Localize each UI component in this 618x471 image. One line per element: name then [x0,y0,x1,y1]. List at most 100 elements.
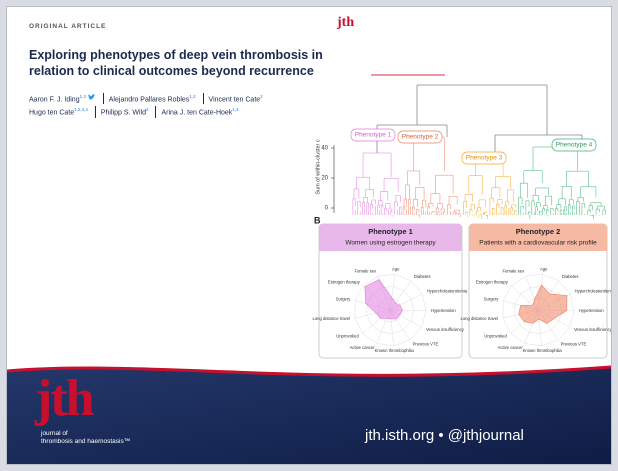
card-header [469,224,607,251]
branch [510,207,513,211]
card-header [319,224,462,251]
branch [440,208,445,212]
branch [483,211,488,214]
radar-axis-label: Female sex [355,269,378,274]
radar-axis-label: Hypercholesterolemia [427,289,468,294]
branch [478,199,486,208]
branch [388,208,392,212]
branch [407,170,421,185]
branch [559,209,562,212]
branch [514,210,517,212]
branch [408,198,411,205]
y-tick-label: 0 [325,206,329,212]
branch [370,204,374,209]
radar-axis-label: Known thrombophilia [523,348,563,353]
branch [463,201,468,209]
branch [362,202,366,208]
radar-axis-label: Known thrombophilia [375,348,415,353]
footer-band [7,363,611,464]
branch [380,191,389,201]
radar-axis-label: Diabetes [562,274,579,279]
branch [377,204,380,209]
journal-line: journal of [41,430,68,437]
radar-axis-label: Surgery [484,297,500,302]
branch [561,186,572,199]
radar-axis-label: Long distance travel [461,316,499,321]
branch [362,152,392,178]
branch [469,209,473,212]
radar-axis-label: Age [540,267,548,272]
affiliation: 1,2 [189,94,196,99]
branch [563,206,567,211]
branch [428,203,434,207]
branch [568,199,574,205]
branch [527,211,531,213]
branch [504,205,507,209]
branch [497,199,503,205]
card-title: Phenotype 1 [368,227,413,236]
branch [371,199,376,205]
journal-name: journal of thrombosis and haemostasis™ [41,430,130,446]
cluster-tag [397,130,443,144]
branch [470,204,475,210]
author: Philipp S. Wild2 [94,106,154,118]
branch [495,176,511,188]
cluster-tag [461,151,507,165]
branch [539,211,542,213]
card-title: Phenotype 2 [516,227,561,236]
branch [402,206,406,211]
article-card: ORIGINAL ARTICLE jth Exploring phenotype… [6,6,612,465]
branch [542,208,545,212]
branch [365,189,374,198]
branch [384,207,387,212]
radar-axis-label: Surgery [336,297,352,302]
branch [352,198,356,207]
article-label: ORIGINAL ARTICLE [29,23,107,30]
branch [496,203,500,208]
branch [454,209,460,213]
radar-axis-label: Active cancer [350,345,376,350]
branch [431,211,435,213]
branch [535,206,538,211]
branch [356,176,370,189]
branch [442,211,446,213]
branch [563,210,566,213]
author-name: Philipp S. Wild [100,109,147,117]
branch [378,200,383,205]
branch [492,207,495,210]
article-title: Exploring phenotypes of deep vein thromb… [29,48,323,78]
branch [403,198,407,207]
branch [567,204,571,209]
cluster-tag [551,138,597,152]
affiliation: 1,3 [79,94,86,99]
radar-axis-label: Hypercholesterolemia [575,289,611,294]
radar-axis-label: Previous VTE [413,341,439,346]
radar-axis-label: Estrogen therapy [476,279,509,284]
branch [405,184,410,199]
cluster-tag [350,128,396,142]
dendrogram-trunk [376,84,583,155]
branch [464,194,473,202]
branch [587,210,591,213]
branch [385,203,391,209]
branch [437,211,440,214]
branch [572,205,575,210]
radar-shape [364,279,403,320]
author-list: Aaron F. J. Iding1,3 Alejandro Pallares … [29,93,329,120]
branch [546,209,549,212]
branch [412,206,415,210]
branch [482,212,486,214]
branch [577,197,584,202]
branch [525,200,530,207]
radar-axis-label: Unprovoked [336,334,359,339]
affiliation: 1,2,3,4 [74,107,88,113]
radar-axis-label: Estrogen therapy [328,279,361,284]
branch [491,187,501,199]
journal-line: thrombosis and haemostasis™ [41,438,131,445]
branch [581,203,586,209]
author: Alejandro Pallares Robles1,2 [102,93,201,105]
branch [452,211,457,214]
branch [536,202,541,207]
branch [416,209,420,213]
branch [435,207,439,211]
